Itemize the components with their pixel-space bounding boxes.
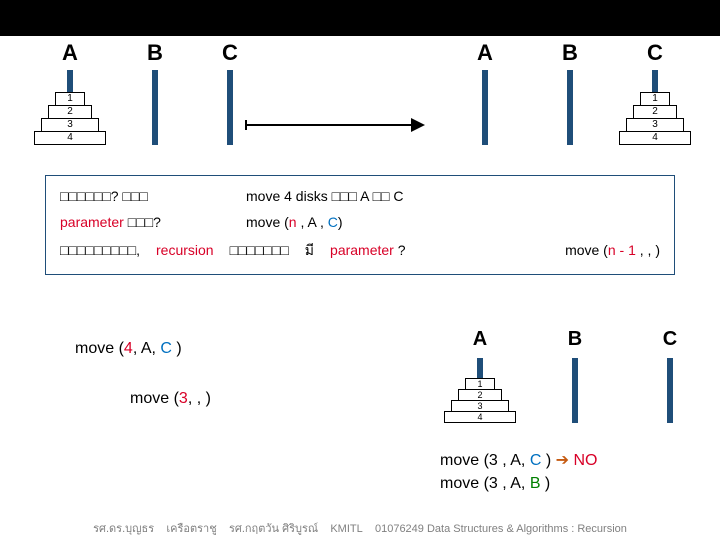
row2-tail: □□□?: [124, 214, 161, 230]
row3-tail: , , ): [636, 242, 660, 258]
footer-5: 01076249 Data Structures & Algorithms : …: [375, 523, 627, 535]
disk-2: 2: [48, 105, 92, 119]
disks-C: 1 2 3 4: [619, 93, 691, 145]
c2-3: 3: [179, 390, 188, 407]
row1-move: move 4 disks: [246, 188, 328, 204]
peg: [152, 70, 158, 145]
mini-tower-C: C: [630, 328, 710, 428]
c2-rest: , , ): [188, 390, 211, 407]
o1-C: C: [530, 452, 542, 469]
peg: [227, 70, 233, 145]
call-move-3: move (3, , ): [130, 390, 211, 408]
tower-label-C: C: [630, 328, 710, 351]
row1-from: □□□: [332, 188, 357, 204]
peg: [482, 70, 488, 145]
footer-4: KMITL: [330, 523, 362, 535]
o2-B: B: [530, 475, 541, 492]
disk-4: 4: [444, 411, 516, 423]
disk-1: 1: [640, 92, 670, 106]
tower-A-before: A 1 2 3 4: [30, 40, 110, 150]
call-move-4: move (4, A, C ): [75, 340, 182, 358]
row1-to: □□: [373, 188, 390, 204]
row3-pq: parameter ?: [330, 242, 406, 258]
tower-label-B: B: [535, 328, 615, 351]
tower-label-A: A: [440, 328, 520, 351]
row3-move: move (n - 1 , , ): [565, 242, 660, 258]
c1-4: 4: [124, 340, 133, 357]
tower-label-A: A: [30, 40, 110, 66]
explanation-panel: □□□□□□? □□□ move 4 disks □□□ A □□ C para…: [45, 175, 675, 275]
tower-B-before: B: [115, 40, 195, 150]
row2-pre: move (: [246, 214, 289, 230]
row3-param: parameter: [330, 242, 394, 258]
tower-A-after: A: [445, 40, 525, 150]
c1-close: ): [172, 340, 182, 357]
disk-4: 4: [619, 131, 691, 145]
peg: [567, 70, 573, 145]
mini-tower-B: B: [535, 328, 615, 428]
o1-arrow: ➔: [551, 452, 573, 469]
footer-3: รศ.กฤตวัน ศิริบูรณ์: [229, 523, 318, 535]
footer-2: เครือตราชู: [166, 523, 216, 535]
mini-tower-A: A 1 2 3 4: [440, 328, 520, 428]
row2-n: n: [289, 214, 297, 230]
disk-1: 1: [55, 92, 85, 106]
disk-2: 2: [633, 105, 677, 119]
panel-row-2: parameter □□□? move (n , A , C): [60, 214, 660, 230]
row1-right: move 4 disks □□□ A □□ C: [246, 188, 404, 204]
o2-close: ): [540, 475, 550, 492]
o1-no: NO: [573, 452, 597, 469]
footer: รศ.ดร.บุญธร เครือตราชู รศ.กฤตวัน ศิริบูร…: [0, 519, 720, 537]
arrow-icon: [245, 115, 425, 135]
c1-pre: move (: [75, 340, 124, 357]
disk-4: 4: [34, 131, 106, 145]
tower-label-C: C: [190, 40, 270, 66]
panel-row-1: □□□□□□? □□□ move 4 disks □□□ A □□ C: [60, 188, 660, 204]
panel-row-3: □□□□□□□□□, recursion □□□□□□□ มี paramete…: [60, 240, 660, 262]
o1-close: ): [541, 452, 551, 469]
row2-close: ): [338, 214, 343, 230]
row3-q: ?: [394, 242, 406, 258]
row2-right: move (n , A , C): [246, 214, 343, 230]
c2-pre: move (: [130, 390, 179, 407]
towers-before-after: A 1 2 3 4 B C A B C 1 2 3 4: [0, 40, 720, 160]
option-2: move (3 , A, B ): [440, 475, 550, 493]
row1-C: C: [393, 188, 403, 204]
row3-n1: n - 1: [608, 242, 636, 258]
row3-mid: □□□□□□□: [230, 242, 289, 258]
disk-3: 3: [626, 118, 684, 132]
tower-B-after: B: [530, 40, 610, 150]
o1-pre: move (3 , A,: [440, 452, 530, 469]
footer-1: รศ.ดร.บุญธร: [93, 523, 154, 535]
towers-mini: A 1 2 3 4 B C: [440, 328, 720, 438]
row2-left: parameter □□□?: [60, 214, 230, 230]
peg: [572, 358, 578, 423]
disks-A: 1 2 3 4: [34, 93, 106, 145]
c1-C: C: [160, 340, 172, 357]
tower-label-B: B: [115, 40, 195, 66]
row2-C: C: [328, 214, 338, 230]
mini-disks-A: 1 2 3 4: [444, 379, 516, 423]
tower-label-C: C: [615, 40, 695, 66]
row3-has: มี: [305, 240, 314, 262]
tower-label-B: B: [530, 40, 610, 66]
peg: [667, 358, 673, 423]
row3-move-pre: move (: [565, 242, 608, 258]
row2-mid: , A ,: [297, 214, 328, 230]
row3-left: □□□□□□□□□,: [60, 242, 140, 258]
row2-param: parameter: [60, 214, 124, 230]
row3-recursion: recursion: [156, 242, 214, 258]
option-1: move (3 , A, C ) ➔ NO: [440, 450, 597, 470]
o2-pre: move (3 , A,: [440, 475, 530, 492]
tower-C-after: C 1 2 3 4: [615, 40, 695, 150]
slide-topbar: [0, 0, 720, 36]
c1-rest: , A,: [133, 340, 161, 357]
disk-3: 3: [41, 118, 99, 132]
row1-A: A: [360, 188, 369, 204]
tower-label-A: A: [445, 40, 525, 66]
row1-left: □□□□□□? □□□: [60, 188, 230, 204]
